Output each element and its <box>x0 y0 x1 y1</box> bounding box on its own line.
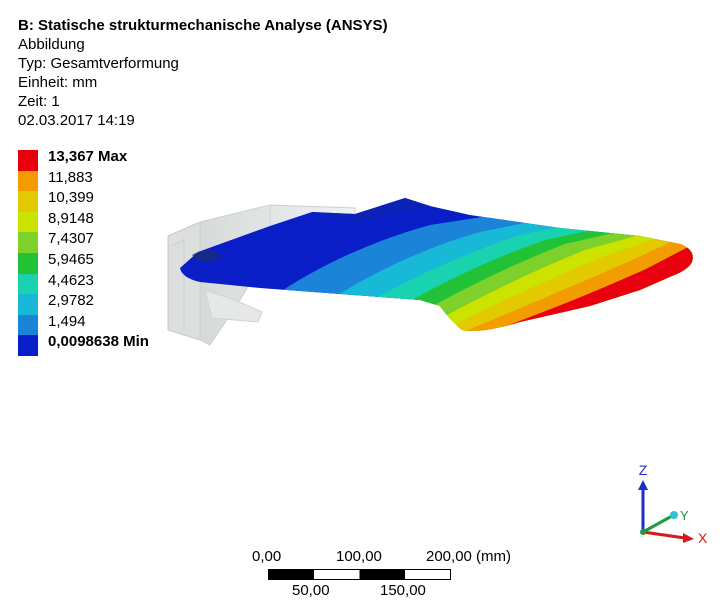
legend-value: 5,9465 <box>48 250 94 268</box>
legend-value: 2,9782 <box>48 292 94 310</box>
legend-swatch <box>18 314 38 336</box>
legend-item: 5,9465 <box>18 250 178 274</box>
legend-value: 0,0098638 Min <box>48 333 149 351</box>
analysis-title: B: Statische strukturmechanische Analyse… <box>18 17 388 34</box>
legend-value: 8,9148 <box>48 209 94 227</box>
legend-swatch <box>18 232 38 254</box>
result-date: 02.03.2017 14:19 <box>18 112 135 129</box>
legend-swatch <box>18 252 38 274</box>
legend-item: 13,367 Max <box>18 148 178 171</box>
contour-plate <box>180 198 693 331</box>
legend-item: 10,399 <box>18 189 178 213</box>
axis-z-label: Z <box>639 462 648 478</box>
scale-label-150: 150,00 <box>380 582 426 599</box>
legend-value: 1,494 <box>48 312 86 330</box>
legend-item: 0,0098638 Min <box>18 333 178 357</box>
legend-swatch <box>18 335 38 357</box>
result-type: Typ: Gesamtverformung <box>18 55 179 72</box>
legend-item: 4,4623 <box>18 271 178 295</box>
plate-step <box>192 198 430 262</box>
legend-item: 7,4307 <box>18 230 178 254</box>
legend-value: 13,367 Max <box>48 148 128 165</box>
scale-label-200: 200,00 (mm) <box>426 548 512 565</box>
legend-swatch <box>18 211 38 233</box>
legend-swatch <box>18 170 38 192</box>
figure-label: Abbildung <box>18 36 85 53</box>
legend-swatch <box>18 191 38 213</box>
scale-bar: 0,00 100,00 200,00 (mm) 50,00 150,00 <box>240 548 540 600</box>
color-legend[interactable]: 13,367 Max 11,883 10,399 8,9148 7,4307 5,9465… <box>18 148 178 357</box>
legend-value: 11,883 <box>48 168 93 186</box>
axis-y-label: Y <box>680 508 689 523</box>
legend-value: 4,4623 <box>48 271 94 289</box>
result-time: Zeit: 1 <box>18 93 60 110</box>
axis-x-label: X <box>698 530 708 546</box>
legend-item: 11,883 <box>18 168 178 192</box>
legend-swatch <box>18 294 38 316</box>
legend-swatch <box>18 273 38 295</box>
legend-item: 1,494 <box>18 312 178 336</box>
legend-item: 8,9148 <box>18 209 178 233</box>
result-unit: Einheit: mm <box>18 74 98 91</box>
legend-swatch <box>18 150 38 171</box>
scale-label-100: 100,00 <box>336 548 382 565</box>
scale-label-50: 50,00 <box>292 582 330 599</box>
legend-item: 2,9782 <box>18 292 178 316</box>
legend-value: 10,399 <box>48 189 94 207</box>
scale-label-0: 0,00 <box>252 548 282 565</box>
analysis-info: B: Statische strukturmechanische Analyse… <box>18 16 388 130</box>
legend-value: 7,4307 <box>48 230 94 248</box>
coordinate-triad[interactable]: Z Y X <box>610 460 710 560</box>
scale-bar-graphic <box>268 569 451 580</box>
